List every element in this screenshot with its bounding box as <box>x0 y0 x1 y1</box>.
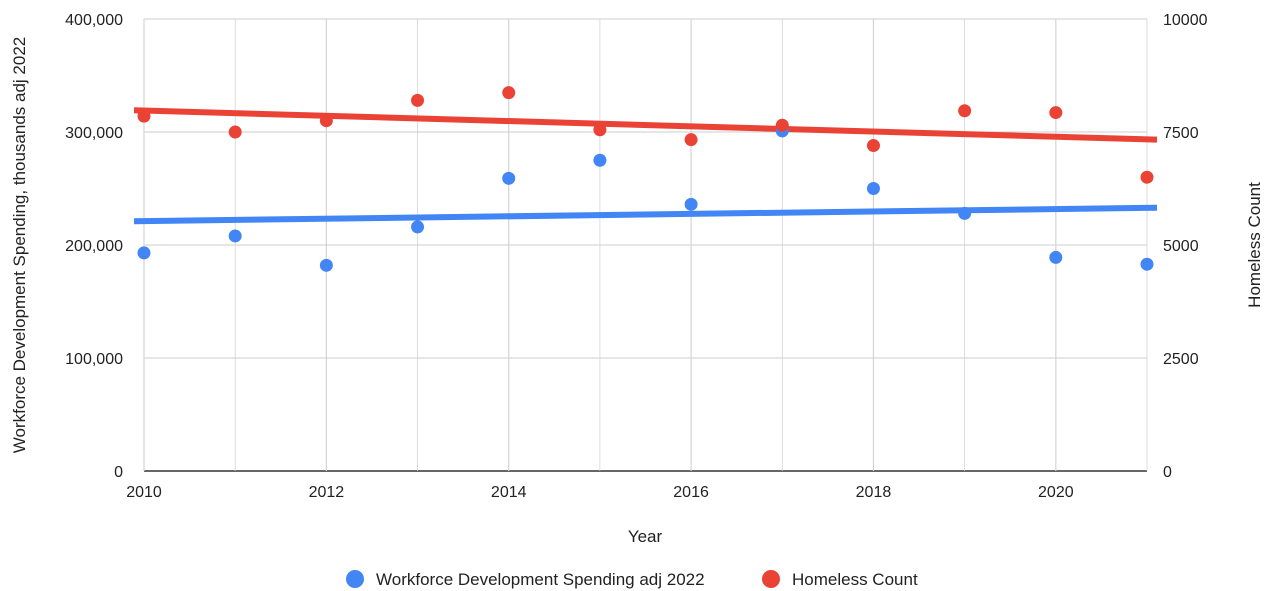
y-tick-label: 400,000 <box>65 12 123 29</box>
y2-tick-label: 10000 <box>1163 12 1208 29</box>
x-tick-label: 2010 <box>126 484 162 501</box>
point-workforce <box>684 197 698 211</box>
x-tick-label: 2020 <box>1038 484 1074 501</box>
y-tick-label: 0 <box>114 464 123 481</box>
point-workforce <box>1049 250 1063 264</box>
trendlines <box>133 107 1158 225</box>
point-homeless <box>137 109 151 123</box>
trendline-workforce <box>133 204 1158 225</box>
point-homeless <box>958 104 972 118</box>
point-homeless <box>775 118 789 132</box>
point-workforce <box>137 246 151 260</box>
point-workforce <box>866 182 880 195</box>
y2-tick-label: 5000 <box>1163 238 1199 255</box>
y-axis-label: Workforce Development Spending, thousand… <box>10 37 29 453</box>
trendline-homeless <box>133 107 1158 143</box>
legend-label-homeless: Homeless Count <box>792 570 918 589</box>
y-tick-label: 200,000 <box>65 238 123 255</box>
legend: Workforce Development Spending adj 2022 … <box>346 570 918 589</box>
point-workforce <box>411 220 425 234</box>
y-tick-label: 100,000 <box>65 351 123 368</box>
x-tick-label: 2016 <box>673 484 709 501</box>
point-homeless <box>228 125 242 139</box>
grid <box>143 18 1148 472</box>
point-homeless <box>1049 106 1063 120</box>
legend-swatch-workforce <box>346 570 364 588</box>
y2-tick-label: 7500 <box>1163 125 1199 142</box>
y2-tick-label: 2500 <box>1163 351 1199 368</box>
point-homeless <box>319 114 333 128</box>
point-workforce <box>1140 257 1154 271</box>
point-workforce <box>228 229 242 243</box>
point-workforce <box>319 258 333 272</box>
x-tick-label: 2014 <box>491 484 527 501</box>
y2-tick-label: 0 <box>1163 464 1172 481</box>
point-workforce <box>593 153 607 167</box>
point-homeless <box>502 86 516 100</box>
point-workforce <box>502 171 516 185</box>
legend-swatch-homeless <box>762 570 780 588</box>
point-homeless <box>593 123 607 137</box>
point-homeless <box>1140 170 1154 184</box>
point-homeless <box>866 139 880 153</box>
data-points <box>137 86 1154 272</box>
y-tick-label: 300,000 <box>65 125 123 142</box>
y2-axis-label: Homeless Count <box>1245 182 1264 308</box>
tick-labels: 0 100,000 200,000 300,000 400,000 0 2500 5000 75… <box>65 12 1207 501</box>
x-tick-label: 2018 <box>856 484 892 501</box>
point-homeless <box>684 133 698 147</box>
x-axis-label: Year <box>628 527 663 546</box>
point-workforce <box>958 206 972 220</box>
x-tick-label: 2012 <box>309 484 345 501</box>
legend-label-workforce: Workforce Development Spending adj 2022 <box>376 570 705 589</box>
point-homeless <box>411 93 425 107</box>
